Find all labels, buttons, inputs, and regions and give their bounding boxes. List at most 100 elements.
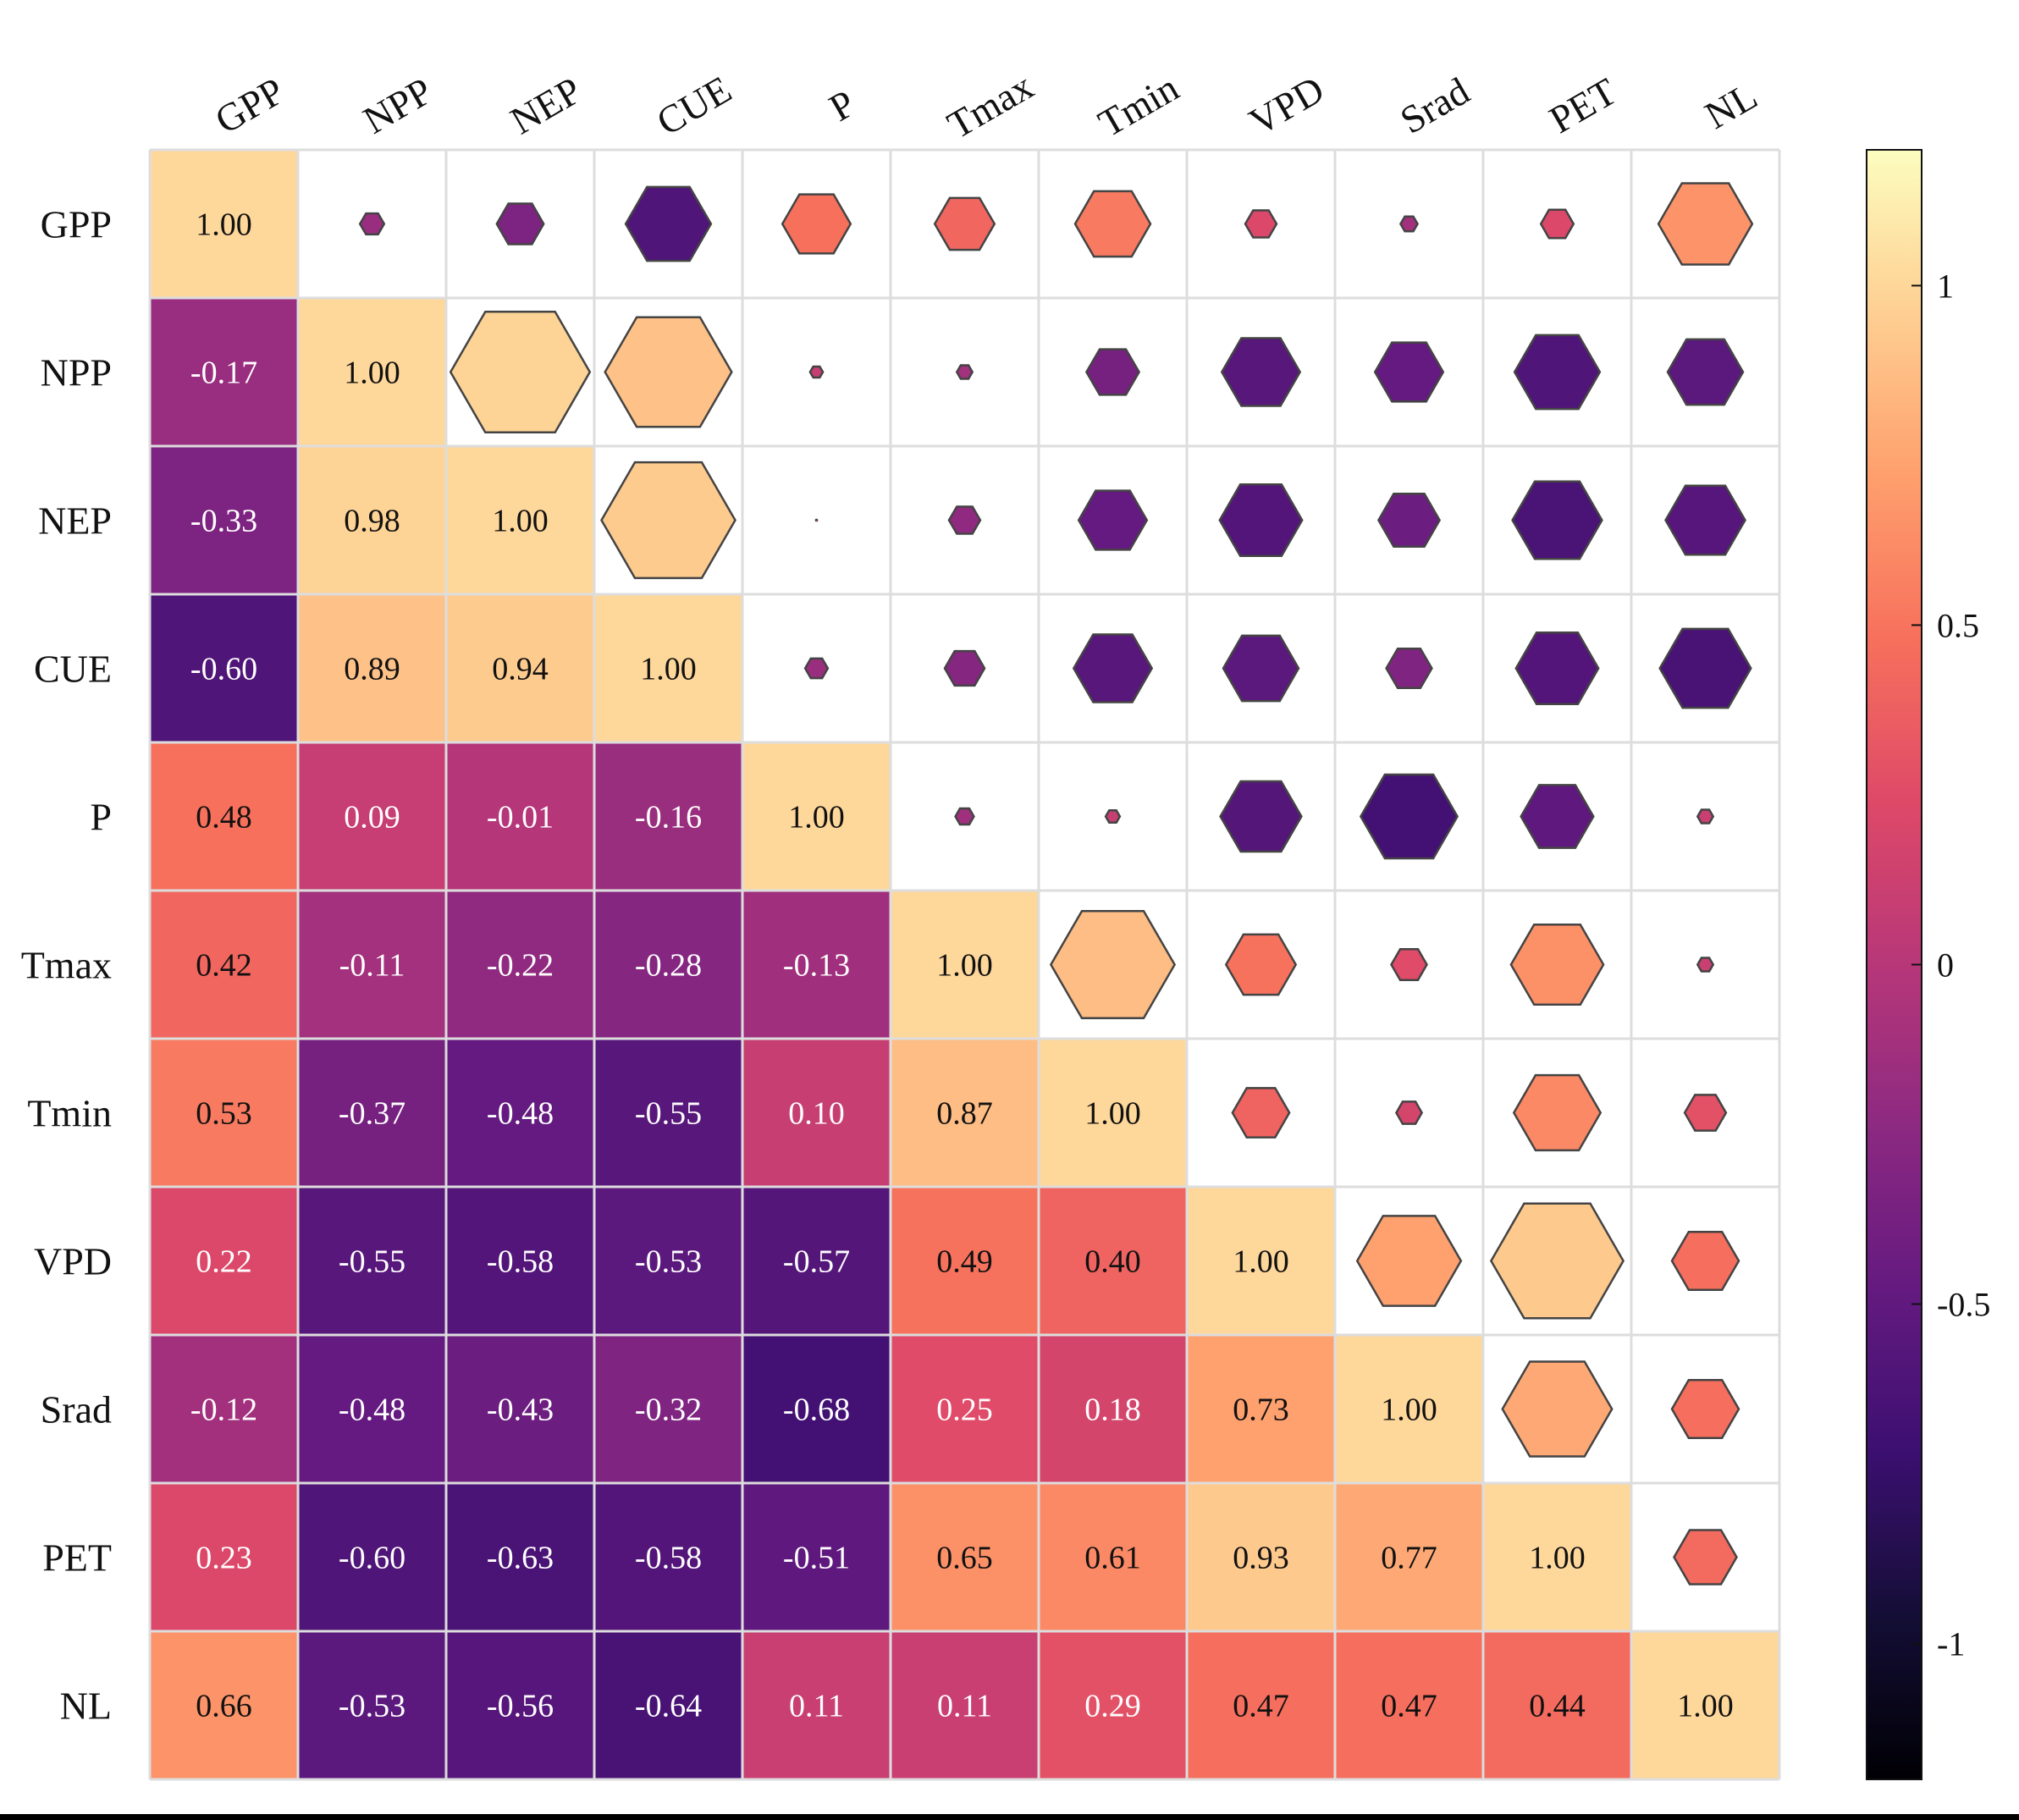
cell-value-NL-Tmin: 0.29 <box>1084 1689 1141 1724</box>
hexagon-GPP-NL <box>1657 182 1754 266</box>
cell-CUE-NPP <box>298 594 446 742</box>
column-label-CUE: CUE <box>649 67 738 143</box>
cell-value-CUE-NEP: 0.94 <box>492 652 549 687</box>
cell-value-Tmax-GPP: 0.42 <box>196 948 252 984</box>
cell-PET-GPP <box>150 1483 298 1631</box>
cell-PET-Srad <box>1335 1483 1483 1631</box>
hexagon-markers <box>358 182 1754 1586</box>
hexagon-CUE-Srad <box>1385 647 1433 690</box>
hexagon-GPP-VPD <box>1244 209 1278 239</box>
cell-NL-Srad <box>1335 1631 1483 1779</box>
cell-value-Tmin-P: 0.10 <box>788 1096 845 1132</box>
hexagon-P-PET <box>1520 784 1595 849</box>
cell-value-Srad-NPP: -0.48 <box>339 1393 405 1428</box>
row-label-PET: PET <box>42 1536 112 1580</box>
cell-PET-Tmin <box>1039 1483 1187 1631</box>
hexagon-NEP-Tmin <box>1077 489 1149 551</box>
cell-value-CUE-CUE: 1.00 <box>640 652 697 687</box>
cell-value-VPD-Tmin: 0.40 <box>1084 1244 1141 1280</box>
cell-VPD-Tmax <box>891 1187 1039 1335</box>
hexagon-NEP-PET <box>1511 480 1603 560</box>
cell-Tmin-P <box>742 1039 891 1187</box>
row-label-Srad: Srad <box>41 1388 112 1431</box>
cell-value-NL-P: 0.11 <box>789 1689 844 1724</box>
cell-Tmax-NPP <box>298 891 446 1039</box>
cell-value-Srad-Tmin: 0.18 <box>1084 1393 1141 1428</box>
cell-P-GPP <box>150 742 298 891</box>
hexagon-P-Tmax <box>954 807 975 826</box>
cell-value-Tmin-NEP: -0.48 <box>487 1096 554 1132</box>
cell-value-P-NPP: 0.09 <box>344 800 400 836</box>
cell-PET-NPP <box>298 1483 446 1631</box>
cell-value-VPD-CUE: -0.53 <box>635 1244 702 1280</box>
cell-VPD-CUE <box>594 1187 742 1335</box>
cell-value-Tmin-NPP: -0.37 <box>339 1096 405 1132</box>
cell-value-Srad-VPD: 0.73 <box>1233 1393 1289 1428</box>
cell-NL-VPD <box>1187 1631 1335 1779</box>
hexagon-NEP-Srad <box>1376 492 1442 549</box>
hexagon-NPP-NEP <box>449 310 592 434</box>
cell-value-Srad-Srad: 1.00 <box>1381 1393 1437 1428</box>
cell-value-Tmin-CUE: -0.55 <box>635 1096 702 1132</box>
cell-NEP-GPP <box>150 446 298 594</box>
cell-value-PET-Tmin: 0.61 <box>1084 1541 1141 1576</box>
cell-Srad-CUE <box>594 1335 742 1483</box>
cell-PET-NEP <box>446 1483 594 1631</box>
cell-Tmax-NEP <box>446 891 594 1039</box>
cell-NL-NL <box>1631 1631 1779 1779</box>
colorbar-tick-label: -1 <box>1937 1625 1965 1663</box>
cell-value-labels: 1.00 -0.17 1.00 -0.33 0.98 1.00 -0.60 0.89 0.94 1… <box>190 207 1734 1724</box>
cell-Tmax-CUE <box>594 891 742 1039</box>
cell-value-P-GPP: 0.48 <box>196 800 252 836</box>
cell-value-P-CUE: -0.16 <box>635 800 702 836</box>
cell-VPD-Tmin <box>1039 1187 1187 1335</box>
cell-NL-NEP <box>446 1631 594 1779</box>
hexagon-CUE-PET <box>1514 631 1600 705</box>
hexagon-NEP-CUE <box>600 461 736 580</box>
hexagon-GPP-PET <box>1539 208 1575 240</box>
cell-VPD-NPP <box>298 1187 446 1335</box>
cell-value-NL-PET: 0.44 <box>1529 1689 1586 1724</box>
column-labels: GPP NPP NEP CUE P Tmax Tmin VPD Srad PET NL <box>207 64 1764 147</box>
cell-value-Srad-CUE: -0.32 <box>635 1393 702 1428</box>
hexagon-NEP-P <box>814 518 819 522</box>
cell-NPP-GPP <box>150 298 298 446</box>
hexagon-NEP-VPD <box>1218 483 1304 557</box>
cell-Tmax-GPP <box>150 891 298 1039</box>
hexagon-VPD-Srad <box>1355 1215 1463 1307</box>
hexagon-CUE-P <box>803 657 830 680</box>
cell-value-NL-NPP: -0.53 <box>339 1689 405 1724</box>
cell-value-PET-P: -0.51 <box>783 1541 850 1576</box>
column-label-NEP: NEP <box>503 69 588 143</box>
cell-value-GPP-GPP: 1.00 <box>196 207 252 243</box>
cell-value-PET-NEP: -0.63 <box>487 1541 554 1576</box>
cell-value-NEP-NEP: 1.00 <box>492 504 549 539</box>
cell-PET-Tmax <box>891 1483 1039 1631</box>
cell-PET-PET <box>1483 1483 1631 1631</box>
cell-NL-NPP <box>298 1631 446 1779</box>
cell-NEP-NEP <box>446 446 594 594</box>
cell-Tmin-Tmin <box>1039 1039 1187 1187</box>
cell-value-VPD-P: -0.57 <box>783 1244 850 1280</box>
hexagon-NPP-Tmin <box>1084 348 1141 396</box>
column-label-VPD: VPD <box>1242 67 1331 143</box>
cell-Tmin-NPP <box>298 1039 446 1187</box>
cell-value-NL-NEP: -0.56 <box>487 1689 554 1724</box>
hexagon-NPP-NL <box>1666 338 1745 406</box>
hexagon-Srad-NL <box>1670 1379 1740 1439</box>
hexagon-Tmax-PET <box>1509 923 1605 1007</box>
hexagon-GPP-CUE <box>624 185 713 262</box>
hexagon-P-NL <box>1696 808 1715 825</box>
hexagon-NPP-VPD <box>1220 337 1302 407</box>
cell-value-NL-GPP: 0.66 <box>196 1689 252 1724</box>
cell-value-NEP-NPP: 0.98 <box>344 504 400 539</box>
cell-value-VPD-VPD: 1.00 <box>1233 1244 1289 1280</box>
hexagon-CUE-Tmax <box>943 649 986 687</box>
cell-value-Tmin-Tmax: 0.87 <box>936 1096 993 1132</box>
colorbar-tick-label: 0 <box>1937 946 1954 984</box>
hexagon-Tmin-NL <box>1683 1094 1728 1132</box>
cell-PET-CUE <box>594 1483 742 1631</box>
column-label-Tmax: Tmax <box>941 64 1040 147</box>
cell-value-PET-CUE: -0.58 <box>635 1541 702 1576</box>
